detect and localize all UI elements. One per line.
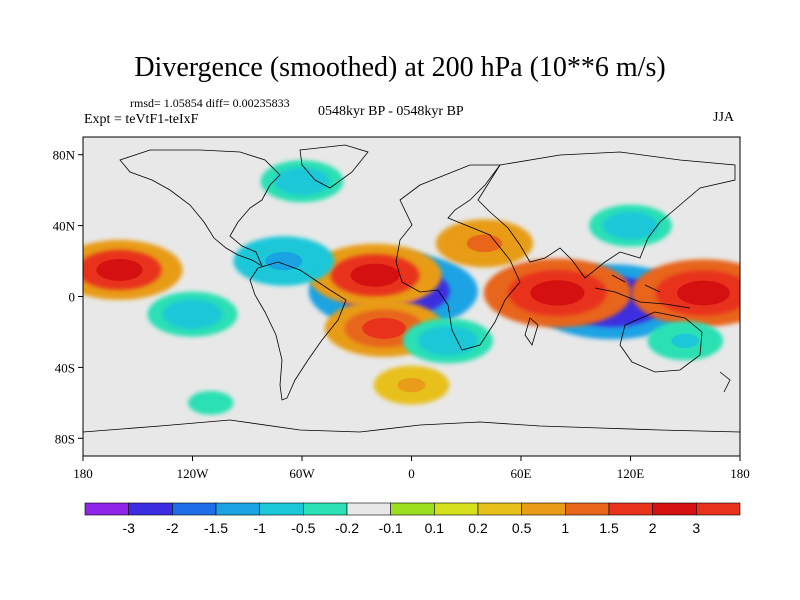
coastline-maritime-continent: [594, 274, 691, 309]
colorbar-swatch: [303, 502, 348, 516]
colorbar-label: 3: [692, 520, 700, 536]
colorbar-swatch: [434, 502, 479, 516]
coastline-asia: [477, 151, 736, 279]
anomaly-core: [671, 333, 700, 348]
x-tick-label: 180: [730, 466, 750, 481]
colorbar-swatch: [477, 502, 522, 516]
anomaly-core: [286, 173, 318, 190]
chart-title: Divergence (smoothed) at 200 hPa (10**6 …: [134, 52, 666, 83]
anomaly-core: [530, 280, 585, 306]
colorbar-label: -1: [253, 520, 266, 536]
season-label: JJA: [713, 110, 735, 125]
anomaly-core: [198, 396, 224, 410]
anomaly-core: [176, 305, 209, 323]
colorbar-swatch: [608, 502, 653, 516]
y-tick-label: 40N: [53, 219, 76, 234]
colorbar-label: 2: [649, 520, 657, 536]
y-tick-label: 80N: [53, 148, 76, 163]
colorbar-swatch: [696, 502, 741, 516]
y-tick-label: 40S: [55, 360, 75, 375]
map-field: [83, 137, 740, 456]
colorbar-swatch: [565, 502, 610, 516]
coastline-new-zealand: [719, 371, 731, 393]
colorbar-swatch: [390, 502, 435, 516]
coastline-antarctica: [83, 419, 740, 433]
colorbar-label: 0.5: [512, 520, 532, 536]
x-tick-label: 180: [73, 466, 93, 481]
experiment-label: Expt = teVtF1-teIxF: [84, 112, 199, 127]
colorbar-swatch: [346, 502, 391, 516]
x-tick-label: 60W: [289, 466, 315, 481]
x-tick-label: 0: [408, 466, 415, 481]
anomaly-core: [96, 258, 143, 281]
colorbar-label: -3: [122, 520, 135, 536]
anomaly-core: [350, 263, 400, 287]
anomaly-core: [431, 332, 465, 350]
colorbar-swatch: [521, 502, 566, 516]
colorbar-swatch: [259, 502, 304, 516]
colorbar-label: -0.1: [379, 520, 403, 536]
coastline-south-america: [249, 261, 347, 401]
colorbar-swatch: [84, 502, 129, 516]
x-tick-label: 60E: [511, 466, 532, 481]
x-tick-label: 120E: [617, 466, 645, 481]
colorbar-label: 0.1: [425, 520, 445, 536]
colorbar-label: 0.2: [468, 520, 488, 536]
colorbar-label: 1.5: [599, 520, 619, 536]
anomaly-core: [677, 280, 730, 306]
colorbar-label: 1: [561, 520, 569, 536]
x-tick-label: 120W: [177, 466, 210, 481]
coastline-australia: [619, 311, 703, 373]
colorbar-swatch: [172, 502, 217, 516]
colorbar-label: -0.2: [335, 520, 359, 536]
colorbar-swatch: [128, 502, 173, 516]
anomaly-core: [265, 251, 303, 271]
y-tick-label: 80S: [55, 431, 75, 446]
coastline-greenland: [299, 144, 369, 189]
y-tick-label: 0: [69, 290, 76, 305]
colorbar-label: -1.5: [204, 520, 228, 536]
colorbar-swatch: [652, 502, 697, 516]
stats-line: rmsd= 1.05854 diff= 0.00235833: [130, 96, 290, 110]
anomaly-core: [615, 217, 646, 234]
colorbar-label: -0.5: [291, 520, 315, 536]
period-label: 0548kyr BP - 0548kyr BP: [318, 104, 464, 119]
anomaly-core: [397, 377, 426, 393]
colorbar: -3 -2 -1.5 -1 -0.5 -0.2 -0.1 0.1 0.2 0.5 1 1.5 2 3: [84, 502, 741, 536]
colorbar-swatch: [215, 502, 260, 516]
coastline-madagascar: [524, 317, 539, 346]
coastline-north-america: [119, 149, 281, 267]
colorbar-label: -2: [166, 520, 179, 536]
anomaly-core: [362, 317, 406, 339]
coastlines: [83, 144, 740, 433]
